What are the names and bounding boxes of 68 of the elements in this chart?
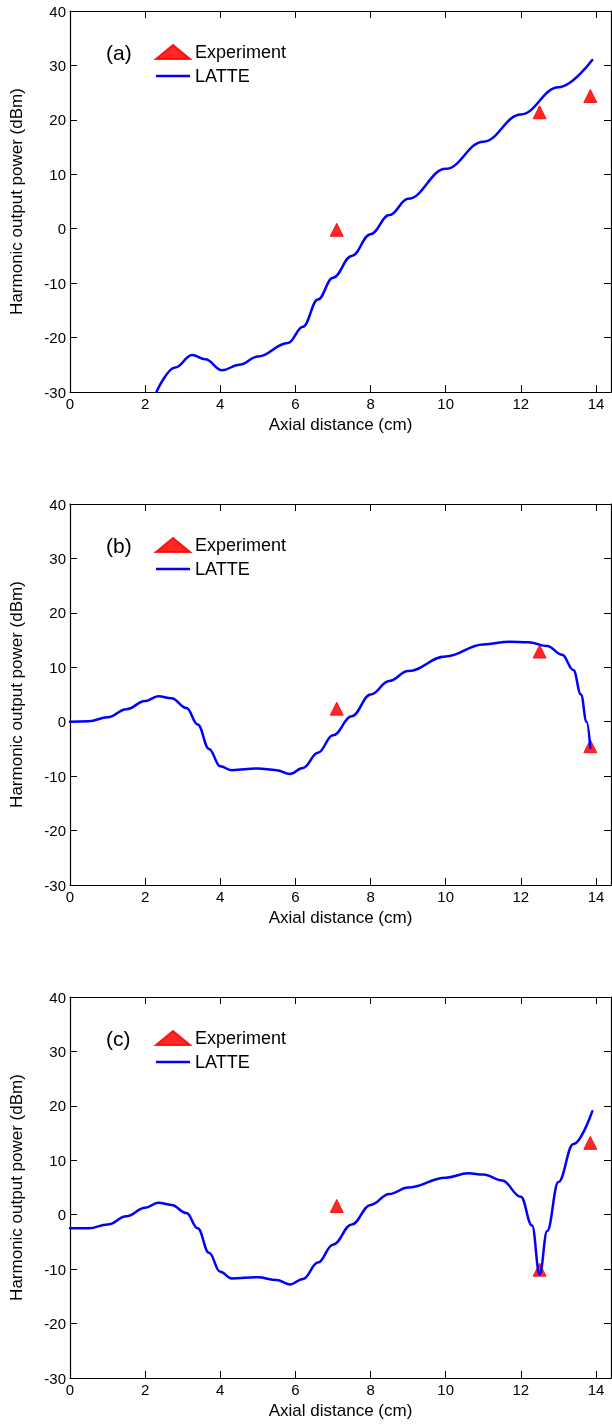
point xyxy=(583,1135,598,1150)
x-tick-label: 14 xyxy=(587,1381,605,1398)
y-tick-label: -10 xyxy=(44,1260,66,1278)
legend-label: LATTE xyxy=(195,1052,250,1072)
annotation: (c) xyxy=(106,1027,131,1050)
x-tick-label: 12 xyxy=(512,888,530,905)
x-tick-label: 4 xyxy=(216,888,225,905)
x-tick-label: 8 xyxy=(366,395,375,412)
y-tick-label: 30 xyxy=(49,56,66,74)
x-tick-label: 8 xyxy=(366,888,375,905)
x-tick-label: 10 xyxy=(437,888,455,905)
point xyxy=(532,644,547,659)
y-tick-label: -30 xyxy=(44,1369,66,1387)
x-tick-label: 6 xyxy=(291,888,300,905)
legend-label: Experiment xyxy=(195,535,287,555)
y-tick-label: -10 xyxy=(44,274,66,292)
legend-label: LATTE xyxy=(195,559,250,579)
x-tick-label: 10 xyxy=(437,395,455,412)
y-tick-label: 30 xyxy=(49,1042,66,1060)
y-tick-label: 40 xyxy=(49,988,66,1006)
point xyxy=(329,701,344,716)
x-tick-label: 6 xyxy=(291,1381,300,1398)
y-tick-label: 20 xyxy=(49,111,66,129)
x-tick-label: 2 xyxy=(140,888,150,905)
y-tick-label: 40 xyxy=(49,2,66,20)
x-tick-label: 14 xyxy=(587,888,605,905)
y-tick-label: 10 xyxy=(49,165,66,183)
y-axis-title: Harmonic output power (dBm) xyxy=(7,581,26,808)
x-axis-title: Axial distance (cm) xyxy=(268,907,413,927)
y-axis-title: Harmonic output power (dBm) xyxy=(7,88,26,315)
y-tick-label: -20 xyxy=(44,1315,66,1333)
legend-label: LATTE xyxy=(195,66,250,86)
y-tick-label: 0 xyxy=(57,713,66,731)
line-series xyxy=(68,1110,594,1286)
point xyxy=(329,1199,344,1214)
y-tick-label: 30 xyxy=(49,549,66,567)
y-axis-title: Harmonic output power (dBm) xyxy=(7,1074,26,1301)
y-tick-label: -20 xyxy=(44,329,66,347)
x-tick-label: 4 xyxy=(216,395,225,412)
y-tick-label: 0 xyxy=(57,220,66,238)
y-tick-label: -10 xyxy=(44,767,66,785)
point xyxy=(329,222,344,237)
x-tick-label: 12 xyxy=(512,1381,530,1398)
y-tick-label: 0 xyxy=(57,1206,66,1224)
y-tick-label: -30 xyxy=(44,383,66,401)
point xyxy=(583,88,598,103)
y-tick-label: 10 xyxy=(49,658,66,676)
x-tick-label: 6 xyxy=(291,395,300,412)
x-tick-label: 4 xyxy=(216,1381,225,1398)
legend-label: Experiment xyxy=(195,42,287,62)
annotation: (b) xyxy=(106,534,132,557)
x-tick-label: 2 xyxy=(140,395,150,412)
annotation: (a) xyxy=(106,41,132,64)
legend-label: Experiment xyxy=(195,1028,287,1048)
y-tick-label: 20 xyxy=(49,1097,66,1115)
y-tick-label: -20 xyxy=(44,822,66,840)
x-tick-label: 14 xyxy=(587,395,605,412)
y-tick-label: 10 xyxy=(49,1151,66,1169)
y-tick-label: -30 xyxy=(44,876,66,894)
x-tick-label: 12 xyxy=(512,395,530,412)
x-axis-title: Axial distance (cm) xyxy=(268,1400,413,1420)
x-tick-label: 8 xyxy=(366,1381,375,1398)
x-tick-label: 2 xyxy=(140,1381,150,1398)
x-axis-title: Axial distance (cm) xyxy=(268,414,413,434)
y-tick-label: 40 xyxy=(49,495,66,513)
x-tick-label: 10 xyxy=(437,1381,455,1398)
point xyxy=(532,105,547,120)
y-tick-label: 20 xyxy=(49,604,66,622)
